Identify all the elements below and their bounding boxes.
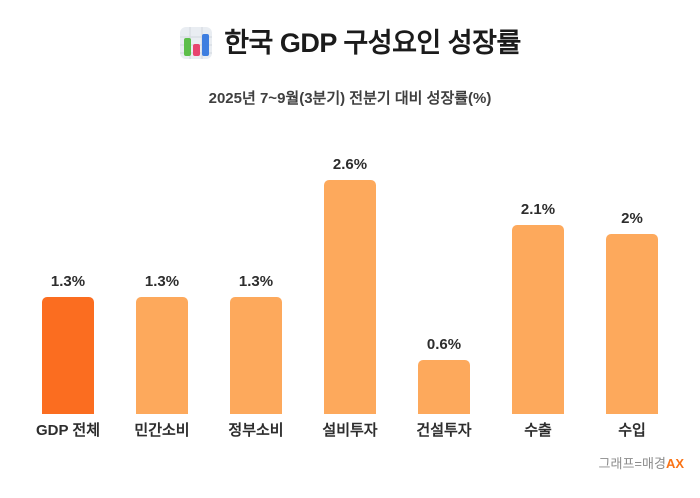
credit-text: 그래프=매경 xyxy=(598,456,666,471)
bar xyxy=(324,180,376,414)
bar-value-label: 1.3% xyxy=(238,273,274,290)
bar-category-label: 수출 xyxy=(524,422,552,439)
bar-column: 2.1% 수출 xyxy=(512,201,564,440)
chart-subtitle: 2025년 7~9월(3분기) 전분기 대비 성장률(%) xyxy=(208,90,492,107)
bar-value-label: 2% xyxy=(621,210,643,227)
credit-brand: AX xyxy=(665,456,684,471)
bar-category-label: 정부소비 xyxy=(228,422,284,439)
bar-category-label: 수입 xyxy=(618,422,646,439)
bar-chart-emoji-icon xyxy=(179,26,213,60)
bar-category-label: GDP 전체 xyxy=(36,422,101,439)
bar-column: 0.6% 건설투자 xyxy=(416,336,472,440)
bar-column: 2% 수입 xyxy=(606,210,658,440)
chart-title: 한국 GDP 구성요인 성장률 xyxy=(224,28,521,58)
bar-value-label: 1.3% xyxy=(50,273,86,290)
bar-column: 1.3% 정부소비 xyxy=(228,273,284,440)
bar xyxy=(606,234,658,414)
bar xyxy=(512,225,564,414)
bar-column: 2.6% 설비투자 xyxy=(322,156,378,440)
bar-chart: 1.3% GDP 전체 1.3% 민간소비 1.3% 정부소비 2.6% 설비투자 0.6% 건설… xyxy=(0,150,700,440)
bar-category-label: 민간소비 xyxy=(134,422,190,439)
bar-value-label: 2.6% xyxy=(332,156,368,173)
bar xyxy=(230,297,282,414)
bar-category-label: 건설투자 xyxy=(416,422,472,439)
bar xyxy=(42,297,94,414)
bar-category-label: 설비투자 xyxy=(322,422,378,439)
bar-column: 1.3% 민간소비 xyxy=(134,273,190,440)
bar-value-label: 0.6% xyxy=(426,336,462,353)
bar-column: 1.3% GDP 전체 xyxy=(36,273,100,440)
bar xyxy=(418,360,470,414)
bar-value-label: 1.3% xyxy=(144,273,180,290)
source-credit: 그래프=매경AX xyxy=(599,453,684,472)
chart-title-row: 한국 GDP 구성요인 성장률 xyxy=(0,26,700,60)
bar xyxy=(136,297,188,414)
bar-value-label: 2.1% xyxy=(520,201,556,218)
